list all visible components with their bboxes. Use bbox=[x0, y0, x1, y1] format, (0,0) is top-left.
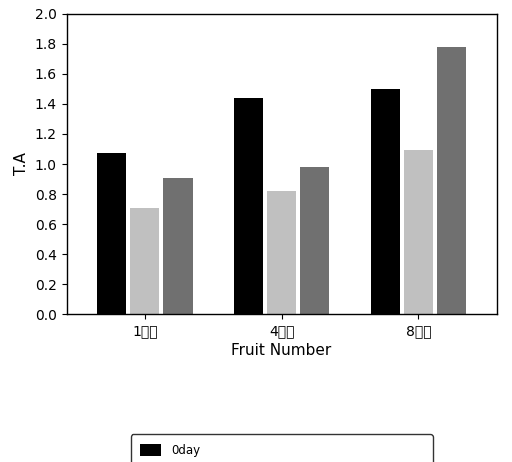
Bar bbox=[437, 47, 466, 314]
Legend: 0day, 9days after storage at 20C(Control), 9days after storage at 20C(1-MCP trea: 0day, 9days after storage at 20C(Control… bbox=[131, 434, 433, 462]
Bar bbox=[233, 98, 263, 314]
Bar bbox=[371, 89, 400, 314]
Bar bbox=[97, 153, 126, 314]
X-axis label: Fruit Number: Fruit Number bbox=[231, 343, 332, 359]
Bar bbox=[267, 191, 296, 314]
Bar bbox=[163, 177, 193, 314]
Bar bbox=[130, 207, 159, 314]
Bar bbox=[404, 151, 433, 314]
Y-axis label: T.A: T.A bbox=[14, 152, 29, 176]
Bar bbox=[300, 167, 330, 314]
